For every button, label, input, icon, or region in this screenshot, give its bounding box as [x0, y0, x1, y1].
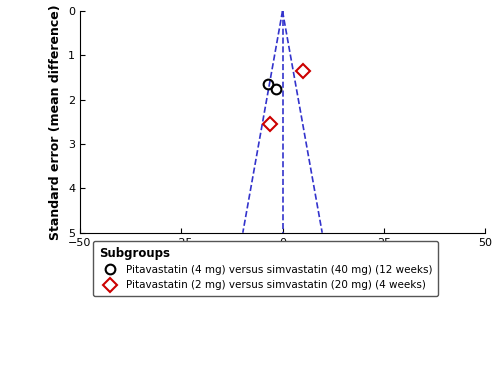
Y-axis label: Standard error (mean difference): Standard error (mean difference): [50, 4, 62, 240]
X-axis label: Mean difference: Mean difference: [225, 253, 340, 266]
Legend: Pitavastatin (4 mg) versus simvastatin (40 mg) (12 weeks), Pitavastatin (2 mg) v: Pitavastatin (4 mg) versus simvastatin (…: [94, 241, 438, 296]
